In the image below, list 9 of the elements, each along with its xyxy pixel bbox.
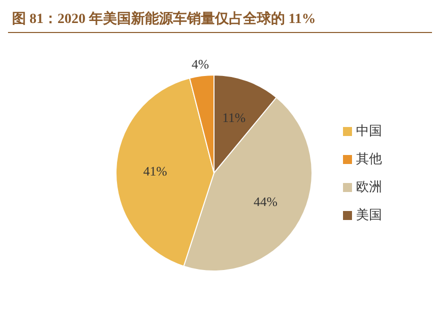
data-label: 4% bbox=[192, 56, 210, 72]
data-label: 41% bbox=[143, 164, 168, 179]
legend-label: 欧洲 bbox=[356, 179, 382, 194]
legend-label: 美国 bbox=[356, 207, 382, 222]
data-label: 11% bbox=[222, 110, 246, 126]
legend-label: 中国 bbox=[356, 123, 382, 138]
data-label: 44% bbox=[254, 194, 278, 209]
chart-title: 图 81：2020 年美国新能源车销量仅占全球的 11% bbox=[11, 10, 317, 29]
legend-label: 其他 bbox=[356, 151, 382, 166]
